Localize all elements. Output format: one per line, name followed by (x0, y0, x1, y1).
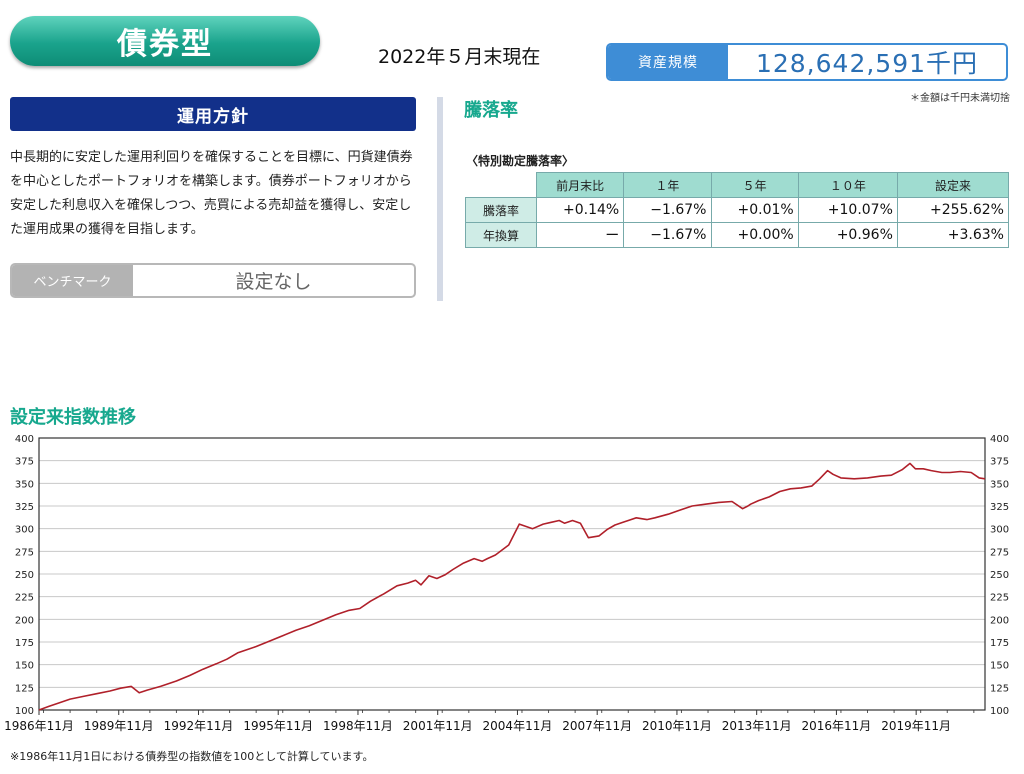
y-tick-label-left: 325 (15, 502, 34, 513)
as-of-date: 2022年５月末現在 (378, 46, 541, 68)
x-tick-label: 2013年11月 (722, 719, 792, 733)
plot-frame (38, 437, 986, 711)
index-series-line (38, 462, 986, 711)
table-cell: +0.14% (535, 197, 625, 223)
y-tick-label-right: 125 (990, 683, 1009, 694)
benchmark-value: 設定なし (235, 271, 312, 293)
x-tick-label: 1986年11月 (4, 719, 74, 733)
x-tick-label: 2019年11月 (881, 719, 951, 733)
table-row: 年換算 ー −1.67% +0.00% +0.96% +3.63% (465, 222, 1010, 248)
section-divider (437, 97, 443, 301)
table-cell: −1.67% (623, 222, 712, 248)
y-tick-label-left: 150 (15, 661, 34, 672)
x-tick-label: 2007年11月 (562, 719, 632, 733)
table-cell: +255.62% (896, 197, 1010, 223)
x-tick-label: 1998年11月 (323, 719, 393, 733)
x-tick-label: 1992年11月 (164, 719, 234, 733)
return-table-title: 〈特別勘定騰落率〉 (466, 154, 575, 168)
chart-title: 設定来指数推移 (10, 407, 136, 428)
table-cell: ー (535, 222, 625, 248)
y-tick-label-left: 350 (15, 479, 34, 490)
x-tick-label: 1989年11月 (84, 719, 154, 733)
y-tick-label-left: 400 (15, 434, 34, 445)
x-tick-label: 2010年11月 (642, 719, 712, 733)
y-tick-label-right: 300 (990, 525, 1009, 536)
y-tick-label-right: 325 (990, 502, 1009, 513)
table-cell: +3.63% (896, 222, 1010, 248)
y-tick-label-left: 125 (15, 683, 34, 694)
benchmark-label: ベンチマーク (12, 265, 133, 296)
y-tick-label-right: 400 (990, 434, 1009, 445)
col-header-month: 前月末比 (535, 172, 625, 198)
chart-footnote: ※1986年11月1日における債券型の指数値を100として計算しています。 (10, 750, 374, 763)
table-cell: +0.00% (710, 222, 799, 248)
benchmark-box: ベンチマーク 設定なし (10, 263, 416, 298)
fund-type-title: 債券型 (10, 16, 320, 66)
x-tick-label: 2001年11月 (403, 719, 473, 733)
y-tick-label-left: 175 (15, 638, 34, 649)
y-tick-label-right: 175 (990, 638, 1009, 649)
x-tick-label: 2004年11月 (483, 719, 553, 733)
asset-size-box: 資産規模 128,642,591千円 (606, 43, 1008, 81)
y-tick-label-left: 275 (15, 547, 34, 558)
row-label: 騰落率 (465, 197, 537, 223)
table-row: 騰落率 +0.14% −1.67% +0.01% +10.07% +255.62… (465, 197, 1010, 223)
return-section-title: 騰落率 (464, 100, 518, 121)
y-tick-label-right: 100 (990, 706, 1009, 717)
table-cell: −1.67% (623, 197, 712, 223)
col-header-5y: ５年 (710, 172, 799, 198)
x-tick-label: 2016年11月 (802, 719, 872, 733)
y-tick-label-right: 200 (990, 615, 1009, 626)
table-cell: +0.01% (710, 197, 799, 223)
y-tick-label-left: 375 (15, 457, 34, 468)
y-tick-label-right: 150 (990, 661, 1009, 672)
y-tick-label-left: 200 (15, 615, 34, 626)
asset-size-value: 128,642,591千円 (755, 49, 979, 78)
table-cell: +0.96% (797, 222, 898, 248)
return-table-header-row: 前月末比 １年 ５年 １０年 設定来 (465, 172, 1010, 198)
return-table: 前月末比 １年 ５年 １０年 設定来 騰落率 +0.14% −1.67% +0.… (465, 172, 1010, 248)
y-tick-label-left: 225 (15, 593, 34, 604)
y-tick-label-right: 250 (990, 570, 1009, 581)
y-tick-label-left: 100 (15, 706, 34, 717)
asset-note: ＊金額は千円未満切捨 (910, 93, 1010, 104)
y-tick-label-left: 300 (15, 525, 34, 536)
y-tick-label-right: 350 (990, 479, 1009, 490)
policy-text: 中長期的に安定した運用利回りを確保することを目標に、円貨建債券を中心としたポート… (10, 150, 413, 237)
y-tick-label-right: 225 (990, 593, 1009, 604)
col-header-10y: １０年 (797, 172, 898, 198)
y-tick-label-right: 375 (990, 457, 1009, 468)
table-cell: +10.07% (797, 197, 898, 223)
col-header-since-inception: 設定来 (896, 172, 1010, 198)
index-line-chart: 100 100 125 125 150 150 175 175 200 200 225 225 250 2… (4, 434, 1009, 733)
policy-heading: 運用方針 (10, 97, 416, 131)
col-header-1y: １年 (623, 172, 712, 198)
row-label: 年換算 (465, 222, 537, 248)
y-tick-label-left: 250 (15, 570, 34, 581)
asset-size-label: 資産規模 (608, 45, 728, 79)
return-table-corner (465, 172, 537, 198)
x-tick-label: 1995年11月 (243, 719, 313, 733)
y-tick-label-right: 275 (990, 547, 1009, 558)
